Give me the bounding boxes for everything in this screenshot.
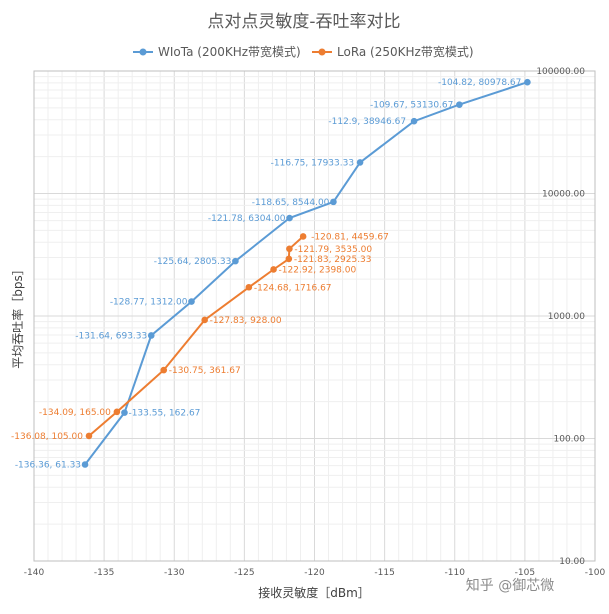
data-label-lora: -121.79, 3535.00: [294, 245, 372, 255]
x-axis-title: 接收灵敏度［dBm］: [258, 585, 370, 600]
data-point-lora: [299, 233, 307, 240]
data-label-wiota: -136.36, 61.33: [15, 461, 81, 471]
data-label-lora: -130.75, 361.67: [169, 366, 241, 376]
data-point-wiota: [232, 257, 239, 265]
data-label-wiota: -112.9, 38946.67: [328, 117, 406, 127]
legend-label-wiota: WIoTa (200KHz带宽模式): [158, 44, 301, 59]
data-point-wiota: [410, 117, 418, 125]
y-tick-label: 10.00: [559, 557, 585, 567]
x-tick-label: -130: [164, 568, 185, 578]
x-tick-label: -115: [374, 568, 394, 578]
data-point-wiota: [188, 298, 195, 305]
data-point-lora: [85, 432, 93, 440]
data-point-lora: [285, 255, 293, 263]
x-tick-label: -110: [445, 568, 466, 578]
y-axis-title: 平均吞吐率［bps］: [10, 263, 25, 369]
legend-marker-wiota: [139, 48, 147, 56]
data-label-wiota: -128.77, 1312.00: [110, 298, 188, 308]
y-tick-label: 100.00: [554, 435, 586, 445]
data-label-lora: -120.81, 4459.67: [311, 232, 389, 242]
x-tick-label: -135: [94, 568, 114, 578]
data-point-lora: [286, 245, 293, 253]
data-point-lora: [245, 283, 253, 291]
data-label-lora: -134.09, 165.00: [39, 408, 111, 418]
x-tick-label: -140: [24, 568, 45, 578]
data-label-wiota: -133.55, 162.67: [128, 409, 200, 419]
y-axis-ticks: 10.00 100.00 1000.00 10000.00 100000.00: [536, 67, 585, 567]
watermark: 知乎 @御芯微: [466, 577, 554, 594]
data-labels: -136.36, 61.33 -133.55, 162.67 -131.64, 69…: [11, 78, 521, 470]
data-point-wiota: [81, 461, 89, 468]
data-label-lora: -136.08, 105.00: [11, 432, 83, 442]
gridlines: [33, 71, 596, 562]
plot-area-border: [33, 70, 596, 562]
data-label-wiota: -121.78, 6304.00: [208, 214, 286, 224]
legend: WIoTa (200KHz带宽模式) LoRa (250KHz带宽模式): [133, 44, 474, 59]
y-tick-label: 100000.00: [536, 67, 585, 77]
data-label-wiota: -104.82, 80978.67: [438, 78, 521, 88]
data-point-wiota: [456, 101, 463, 108]
data-label-lora: -127.83, 928.00: [210, 316, 282, 326]
legend-marker-lora: [318, 48, 326, 56]
chart-title: 点对点灵敏度-吞吐率对比: [207, 12, 400, 32]
data-label-lora: -121.83, 2925.33: [294, 255, 372, 265]
data-point-wiota: [286, 214, 293, 222]
x-tick-label: -100: [585, 568, 606, 578]
data-label-wiota: -125.64, 2805.33: [154, 257, 232, 267]
data-label-wiota: -118.65, 8544.00: [252, 198, 330, 208]
data-point-lora: [160, 366, 168, 374]
data-point-wiota: [121, 409, 128, 416]
legend-label-lora: LoRa (250KHz带宽模式): [337, 44, 474, 59]
data-label-wiota: -109.67, 53130.67: [370, 101, 453, 111]
x-tick-label: -125: [234, 568, 254, 578]
series: [81, 78, 531, 468]
data-point-wiota: [356, 159, 364, 166]
x-tick-label: -120: [304, 568, 325, 578]
data-label-wiota: -131.64, 693.33: [75, 331, 147, 341]
data-point-wiota: [524, 78, 531, 86]
data-label-lora: -122.92, 2398.00: [279, 265, 357, 275]
data-point-lora: [270, 266, 277, 273]
data-point-wiota: [147, 332, 155, 339]
data-label-lora: -124.68, 1716.67: [254, 283, 332, 293]
x-axis-ticks: -140 -135 -130 -125 -120 -115 -110 -105 -100: [24, 568, 606, 578]
x-tick-label: -105: [515, 568, 535, 578]
data-label-wiota: -116.75, 17933.33: [271, 158, 354, 168]
y-tick-label: 1000.00: [548, 312, 585, 322]
y-tick-label: 10000.00: [542, 190, 585, 200]
data-point-lora: [201, 316, 208, 324]
data-point-lora: [113, 408, 121, 416]
data-point-wiota: [330, 198, 337, 206]
